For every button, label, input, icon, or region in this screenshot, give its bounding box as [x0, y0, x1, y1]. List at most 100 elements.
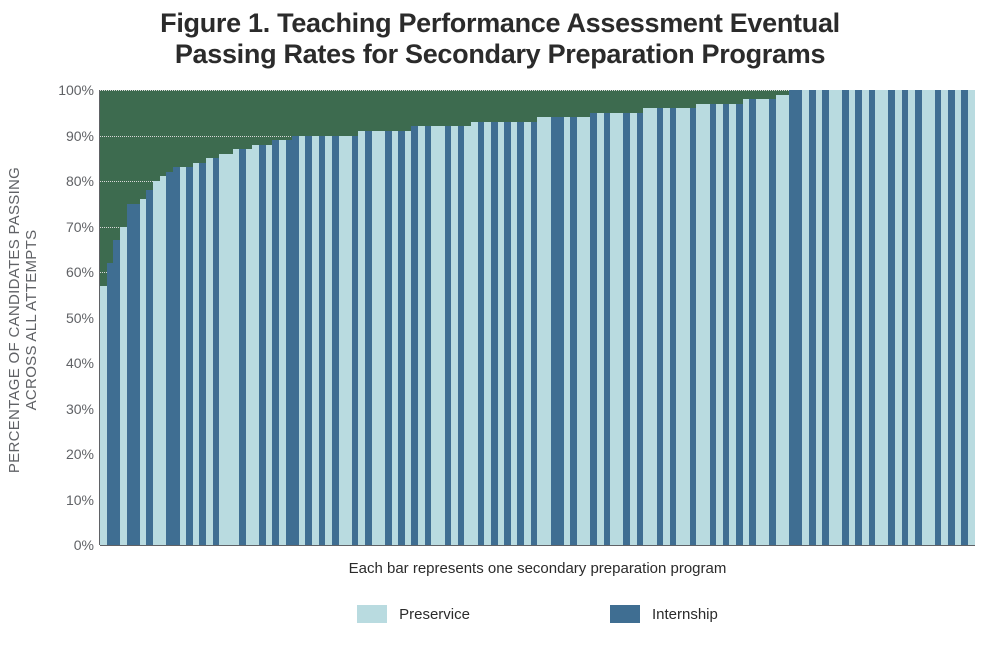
bar — [186, 167, 193, 545]
bar — [769, 99, 776, 545]
bar — [325, 136, 332, 546]
bar — [173, 167, 180, 545]
y-tick-label: 10% — [66, 492, 94, 508]
legend-item-internship: Internship — [610, 605, 718, 623]
bar — [570, 117, 577, 545]
legend: Preservice Internship — [100, 605, 975, 623]
y-tick-label: 90% — [66, 128, 94, 144]
bar — [226, 154, 233, 545]
bar — [683, 108, 690, 545]
bar — [690, 108, 697, 545]
y-tick-label: 50% — [66, 310, 94, 326]
chart-title: Figure 1. Teaching Performance Assessmen… — [0, 8, 1000, 70]
bar — [816, 90, 823, 545]
bar — [133, 204, 140, 545]
bar — [710, 104, 717, 545]
y-axis-label-line1: PERCENTAGE OF CANDIDATES PASSING — [6, 167, 23, 473]
bar — [617, 113, 624, 545]
bars-container — [100, 90, 975, 545]
bar — [670, 108, 677, 545]
bar — [590, 113, 597, 545]
bar — [577, 117, 584, 545]
bar — [305, 136, 312, 546]
bar — [968, 90, 975, 545]
bar — [643, 108, 650, 545]
bar — [961, 90, 968, 545]
bar — [696, 104, 703, 545]
bar — [895, 90, 902, 545]
bar — [551, 117, 558, 545]
bar — [855, 90, 862, 545]
y-axis-label: PERCENTAGE OF CANDIDATES PASSING ACROSS … — [6, 167, 40, 473]
bar — [266, 145, 273, 545]
bar — [749, 99, 756, 545]
bar — [451, 126, 458, 545]
legend-label-internship: Internship — [652, 606, 718, 623]
bar — [464, 126, 471, 545]
bar — [504, 122, 511, 545]
y-tick-label: 70% — [66, 219, 94, 235]
bar — [100, 286, 107, 545]
bar — [299, 136, 306, 546]
bar — [352, 136, 359, 546]
bar — [445, 126, 452, 545]
bar — [657, 108, 664, 545]
figure-container: Figure 1. Teaching Performance Assessmen… — [0, 0, 1000, 651]
bar — [584, 117, 591, 545]
bar — [716, 104, 723, 545]
bar — [140, 199, 147, 545]
legend-swatch-preservice — [357, 605, 387, 623]
bar — [663, 108, 670, 545]
bar — [272, 140, 279, 545]
x-axis-line — [100, 545, 975, 546]
bar — [259, 145, 266, 545]
bar — [902, 90, 909, 545]
bar — [544, 117, 551, 545]
y-tick-label: 60% — [66, 264, 94, 280]
bar — [922, 90, 929, 545]
bar — [246, 149, 253, 545]
bar — [365, 131, 372, 545]
bar — [564, 117, 571, 545]
bar — [345, 136, 352, 546]
bar — [537, 117, 544, 545]
bar — [703, 104, 710, 545]
bar — [332, 136, 339, 546]
bar — [166, 172, 173, 545]
bar — [511, 122, 518, 545]
chart-title-line1: Figure 1. Teaching Performance Assessmen… — [0, 8, 1000, 39]
bar — [219, 154, 226, 545]
bar — [882, 90, 889, 545]
legend-item-preservice: Preservice — [357, 605, 470, 623]
y-axis-line — [99, 90, 100, 545]
x-axis-label: Each bar represents one secondary prepar… — [100, 560, 975, 577]
bar — [676, 108, 683, 545]
bar — [869, 90, 876, 545]
bar — [458, 126, 465, 545]
bar — [498, 122, 505, 545]
bar — [471, 122, 478, 545]
bar — [398, 131, 405, 545]
bar — [763, 99, 770, 545]
bar — [233, 149, 240, 545]
bar — [411, 126, 418, 545]
bar — [312, 136, 319, 546]
bar — [160, 176, 167, 545]
bar — [252, 145, 259, 545]
chart-title-line2: Passing Rates for Secondary Preparation … — [0, 39, 1000, 70]
plot: 0%10%20%30%40%50%60%70%80%90%100% — [100, 90, 975, 545]
bar — [213, 158, 220, 545]
bar — [378, 131, 385, 545]
y-axis-label-wrap: PERCENTAGE OF CANDIDATES PASSING ACROSS … — [8, 100, 38, 540]
bar — [630, 113, 637, 545]
bar — [948, 90, 955, 545]
bar — [418, 126, 425, 545]
bar — [517, 122, 524, 545]
bar — [484, 122, 491, 545]
bar — [610, 113, 617, 545]
bar — [941, 90, 948, 545]
bar — [153, 181, 160, 545]
bar — [915, 90, 922, 545]
bar — [776, 95, 783, 545]
bar — [650, 108, 657, 545]
